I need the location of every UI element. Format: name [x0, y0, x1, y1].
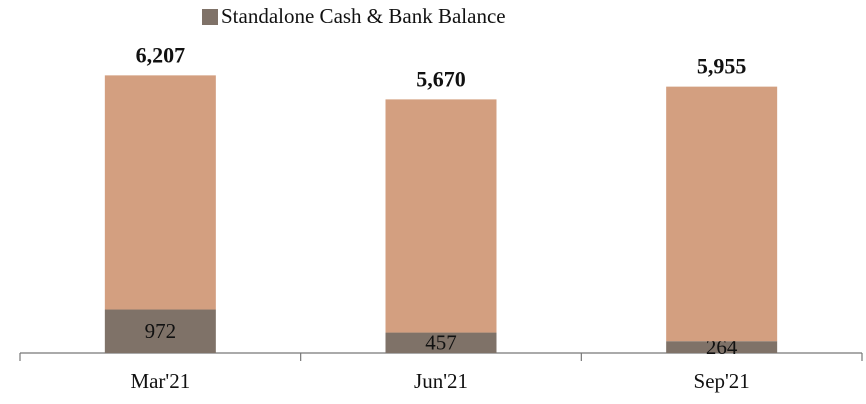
legend-swatch [202, 9, 218, 25]
total-label: 5,670 [416, 66, 466, 91]
bar-segment [385, 99, 497, 333]
x-tick-label: Sep'21 [694, 369, 750, 393]
total-label: 6,207 [136, 42, 186, 67]
segment-label: 972 [145, 319, 177, 343]
bar-segment [666, 341, 778, 353]
x-tick-label: Jun'21 [414, 369, 468, 393]
legend-label: Standalone Cash & Bank Balance [221, 4, 506, 28]
total-label: 5,955 [697, 54, 747, 79]
bar-segment [666, 86, 778, 342]
segment-label: 457 [425, 331, 457, 355]
x-tick-label: Mar'21 [130, 369, 190, 393]
bar-segment [104, 309, 216, 353]
bar-segment [104, 75, 216, 310]
bar-segment [385, 332, 497, 353]
